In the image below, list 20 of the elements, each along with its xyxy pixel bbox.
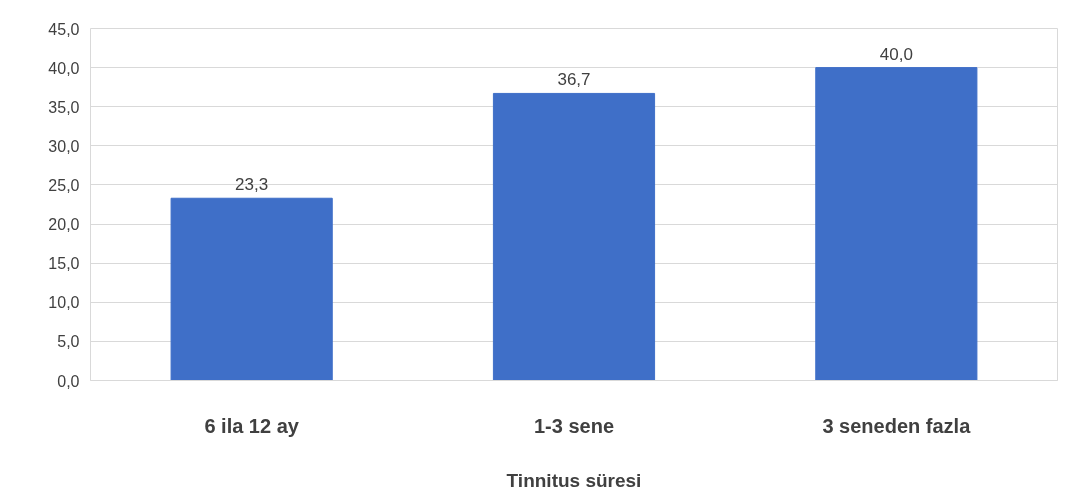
y-tick-label: 5,0 [57,333,80,351]
data-label: 23,3 [235,175,269,195]
x-tick-label: 3 seneden fazla [822,414,972,437]
bar [170,197,333,381]
y-tick-label: 10,0 [48,294,80,312]
y-tick-label: 0,0 [57,372,80,390]
y-tick-label: 15,0 [48,255,80,273]
x-tick-label: 6 ila 12 ay [204,414,300,437]
y-tick-label: 35,0 [48,98,80,116]
bar [492,92,656,381]
y-tick-label: 45,0 [48,20,80,38]
y-tick-label: 40,0 [48,59,80,77]
x-tick-label: 1-3 sene [533,414,615,437]
bar [815,67,978,381]
data-label: 40,0 [879,44,913,64]
y-tick-label: 25,0 [48,176,80,194]
data-label: 36,7 [557,70,591,90]
y-tick-label: 30,0 [48,137,80,155]
y-tick-label: 20,0 [48,216,80,234]
x-axis-title: Tinnitus süresi [506,469,642,491]
